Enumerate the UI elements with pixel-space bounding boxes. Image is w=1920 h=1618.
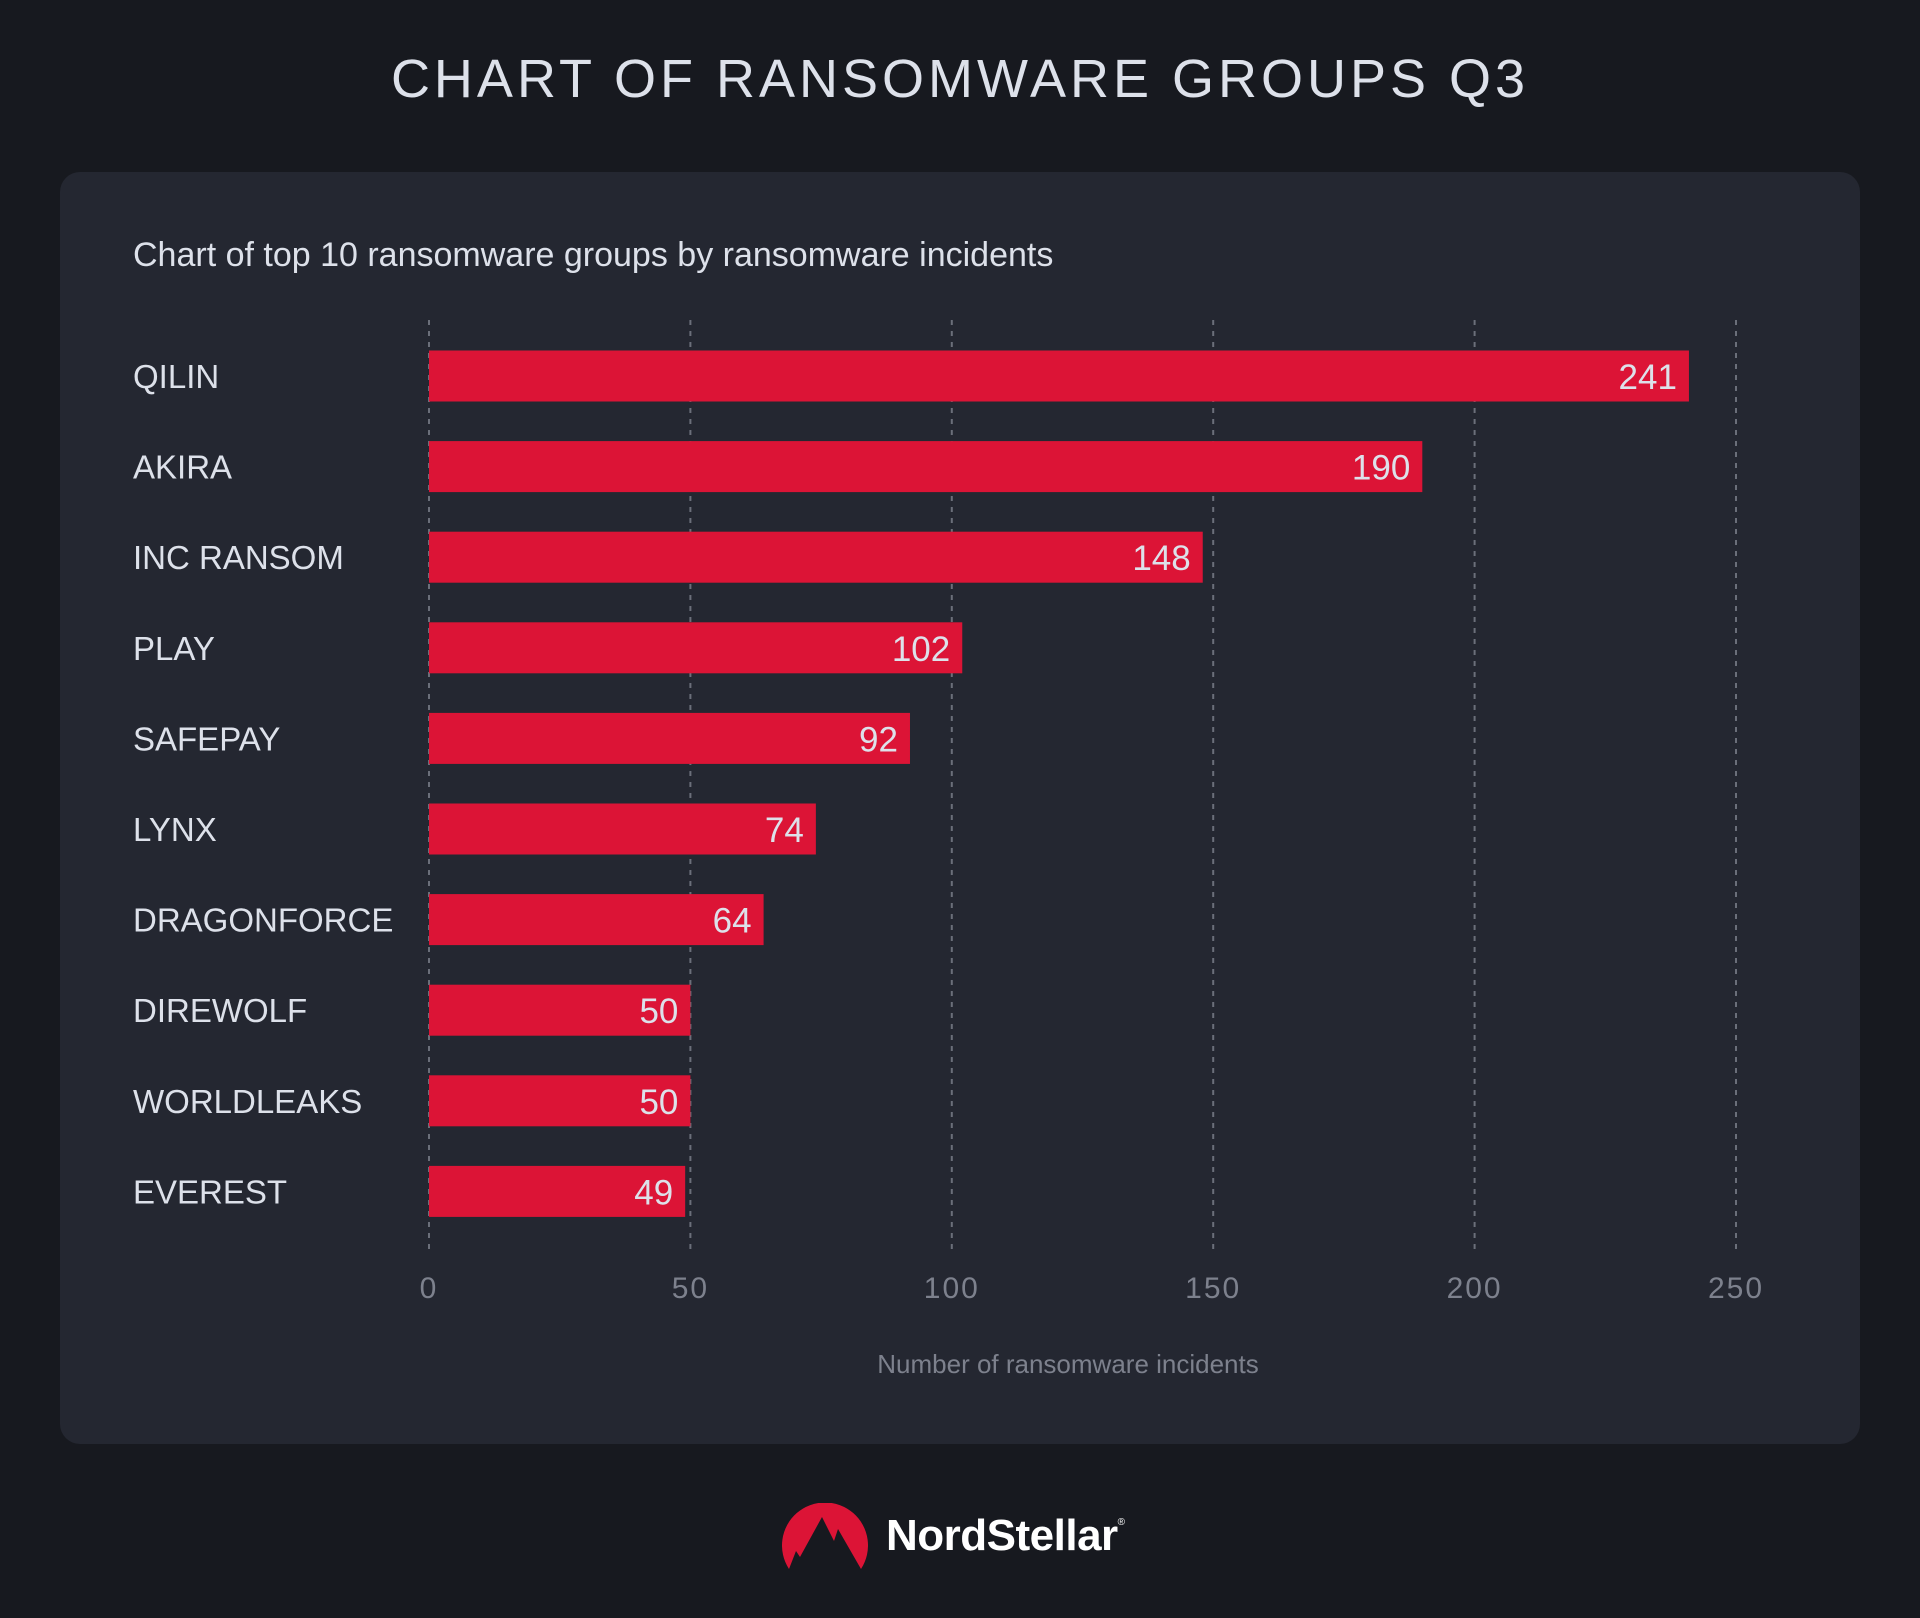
- x-tick-label: 100: [924, 1272, 980, 1305]
- bar: [429, 712, 910, 764]
- chart-subtitle: Chart of top 10 ransomware groups by ran…: [133, 236, 1054, 274]
- bar-value-label: 102: [892, 630, 950, 669]
- bar-value-label: 148: [1132, 539, 1190, 578]
- category-label: DRAGONFORCE: [133, 902, 393, 939]
- bar: [429, 350, 1689, 402]
- category-label: QILIN: [133, 358, 219, 395]
- page-title: CHART OF RANSOMWARE GROUPS Q3: [390, 49, 1530, 109]
- category-label: SAFEPAY: [133, 720, 280, 757]
- bar-value-label: 190: [1352, 449, 1410, 488]
- x-tick-label: 250: [1708, 1272, 1764, 1305]
- bar: [429, 531, 1203, 583]
- category-label: DIREWOLF: [133, 992, 307, 1029]
- brand-name-text: NordStellar: [886, 1511, 1118, 1560]
- x-tick-label: 0: [420, 1272, 439, 1305]
- x-tick-label: 150: [1185, 1272, 1241, 1305]
- category-label: WORLDLEAKS: [133, 1083, 362, 1120]
- registered-mark: ®: [1117, 1517, 1125, 1528]
- bar-value-label: 50: [639, 1083, 678, 1122]
- bar: [429, 1165, 686, 1217]
- category-label: INC RANSOM: [133, 539, 344, 576]
- bar: [429, 1075, 691, 1127]
- bar-value-label: 92: [859, 720, 898, 759]
- bar-value-label: 49: [634, 1173, 673, 1212]
- x-axis-title: Number of ransomware incidents: [877, 1349, 1259, 1379]
- bar-value-label: 74: [765, 811, 804, 850]
- bar: [429, 622, 963, 674]
- x-tick-label: 200: [1447, 1272, 1503, 1305]
- category-label: AKIRA: [133, 449, 232, 486]
- bar: [429, 441, 1423, 493]
- category-label: EVEREST: [133, 1173, 287, 1210]
- mountain-logo-icon: [782, 1503, 868, 1569]
- x-tick-label: 50: [672, 1272, 709, 1305]
- category-label: LYNX: [133, 811, 217, 848]
- bar: [429, 894, 764, 946]
- category-label: PLAY: [133, 630, 215, 667]
- bar-value-label: 241: [1619, 358, 1677, 397]
- brand-logo: NordStellar®: [782, 1503, 1125, 1569]
- bar: [429, 803, 816, 855]
- bar-value-label: 64: [713, 902, 752, 941]
- bar: [429, 984, 691, 1036]
- bar-value-label: 50: [639, 992, 678, 1031]
- brand-name: NordStellar®: [886, 1511, 1125, 1561]
